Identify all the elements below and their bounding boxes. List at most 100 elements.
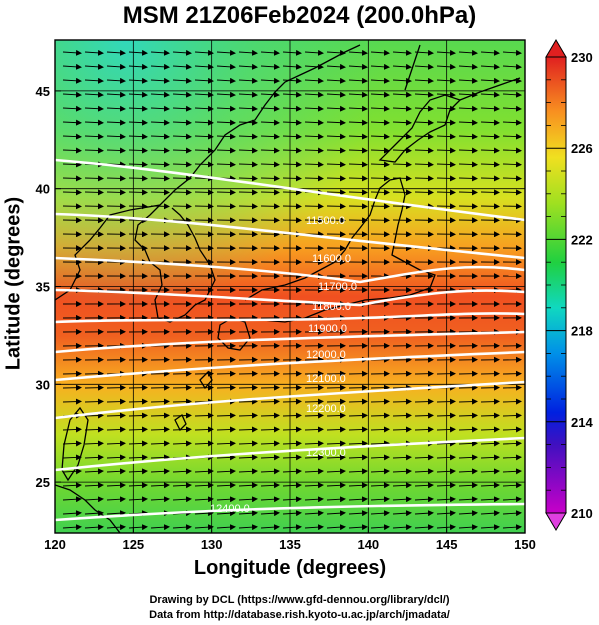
wind-arrow (260, 482, 280, 489)
wind-arrow (150, 454, 170, 461)
wind-arrow (502, 468, 522, 475)
wind-arrow (370, 119, 390, 126)
wind-arrow (414, 524, 434, 531)
wind-arrow (458, 189, 478, 196)
wind-arrow (150, 175, 170, 182)
wind-arrow (150, 482, 170, 489)
wind-arrow (436, 454, 456, 461)
wind-arrow (304, 524, 324, 531)
wind-arrow (326, 175, 346, 182)
credit-line-1: Drawing by DCL (https://www.gfd-dennou.o… (149, 594, 450, 606)
wind-arrow (282, 105, 302, 112)
wind-arrow (194, 412, 214, 419)
wind-arrow (106, 398, 126, 405)
wind-arrow (370, 147, 390, 154)
wind-arrow (238, 133, 258, 140)
wind-arrow (458, 524, 478, 531)
x-tick-label: 130 (201, 537, 223, 552)
wind-arrow (260, 91, 280, 98)
wind-arrow (150, 440, 170, 447)
wind-arrow (194, 77, 214, 84)
wind-arrow (194, 426, 214, 433)
wind-arrow (370, 482, 390, 489)
contour-label: 12300.0 (306, 447, 346, 459)
wind-arrow (128, 496, 148, 503)
wind-arrow (106, 49, 126, 56)
wind-arrow (502, 63, 522, 70)
x-tick-label: 120 (44, 537, 66, 552)
wind-arrow (414, 161, 434, 168)
wind-arrow (260, 454, 280, 461)
wind-arrow (348, 161, 368, 168)
wind-arrow (106, 524, 126, 531)
contour-label: 11600.0 (312, 253, 351, 265)
wind-arrow (502, 426, 522, 433)
wind-arrow (282, 524, 302, 531)
wind-arrow (216, 524, 236, 531)
wind-arrow (480, 440, 500, 447)
wind-arrow (392, 63, 412, 70)
wind-arrow (172, 161, 192, 168)
wind-arrow (326, 189, 346, 196)
wind-arrow (216, 482, 236, 489)
wind-arrow (106, 175, 126, 182)
wind-arrow (392, 105, 412, 112)
wind-arrow (282, 161, 302, 168)
wind-arrow (348, 398, 368, 405)
wind-arrow (304, 105, 324, 112)
wind-arrow (458, 454, 478, 461)
wind-arrow (84, 91, 104, 98)
wind-arrow (84, 468, 104, 475)
wind-arrow (194, 133, 214, 140)
wind-arrow (480, 189, 500, 196)
wind-arrow (480, 454, 500, 461)
wind-arrow (392, 49, 412, 56)
wind-arrow (128, 468, 148, 475)
wind-arrow (62, 496, 82, 503)
wind-arrow (326, 105, 346, 112)
wind-arrow (128, 175, 148, 182)
wind-arrow (348, 510, 368, 517)
wind-arrow (326, 496, 346, 503)
wind-arrow (414, 133, 434, 140)
wind-arrow (414, 510, 434, 517)
y-tick-label: 35 (36, 280, 50, 295)
wind-arrow (414, 77, 434, 84)
wind-arrow (414, 468, 434, 475)
wind-arrow (150, 105, 170, 112)
wind-arrow (304, 133, 324, 140)
wind-arrow (216, 63, 236, 70)
wind-arrow (282, 468, 302, 475)
wind-arrow (172, 133, 192, 140)
wind-arrow (260, 426, 280, 433)
wind-arrow (260, 119, 280, 126)
wind-arrow (238, 147, 258, 154)
wind-arrow (348, 426, 368, 433)
wind-arrow (304, 440, 324, 447)
wind-arrow (304, 49, 324, 56)
wind-arrow (106, 63, 126, 70)
map-title: MSM 21Z06Feb2024 (200.0hPa) (122, 2, 477, 29)
wind-arrow (348, 524, 368, 531)
wind-arrow (260, 398, 280, 405)
x-tick-label: 140 (357, 537, 379, 552)
wind-arrow (480, 510, 500, 517)
wind-arrow (106, 468, 126, 475)
wind-arrow (238, 510, 258, 517)
wind-arrow (480, 412, 500, 419)
wind-arrow (502, 189, 522, 196)
wind-arrow (84, 510, 104, 517)
wind-arrow (194, 105, 214, 112)
wind-arrow (414, 175, 434, 182)
wind-arrow (282, 398, 302, 405)
wind-arrow (172, 189, 192, 196)
wind-arrow (348, 49, 368, 56)
wind-arrow (436, 496, 456, 503)
wind-arrow (62, 524, 82, 531)
wind-arrow (304, 454, 324, 461)
wind-arrow (238, 77, 258, 84)
colorbar-tick-label: 230 (571, 50, 593, 65)
wind-arrow (392, 77, 412, 84)
wind-arrow (84, 105, 104, 112)
wind-arrow (150, 398, 170, 405)
